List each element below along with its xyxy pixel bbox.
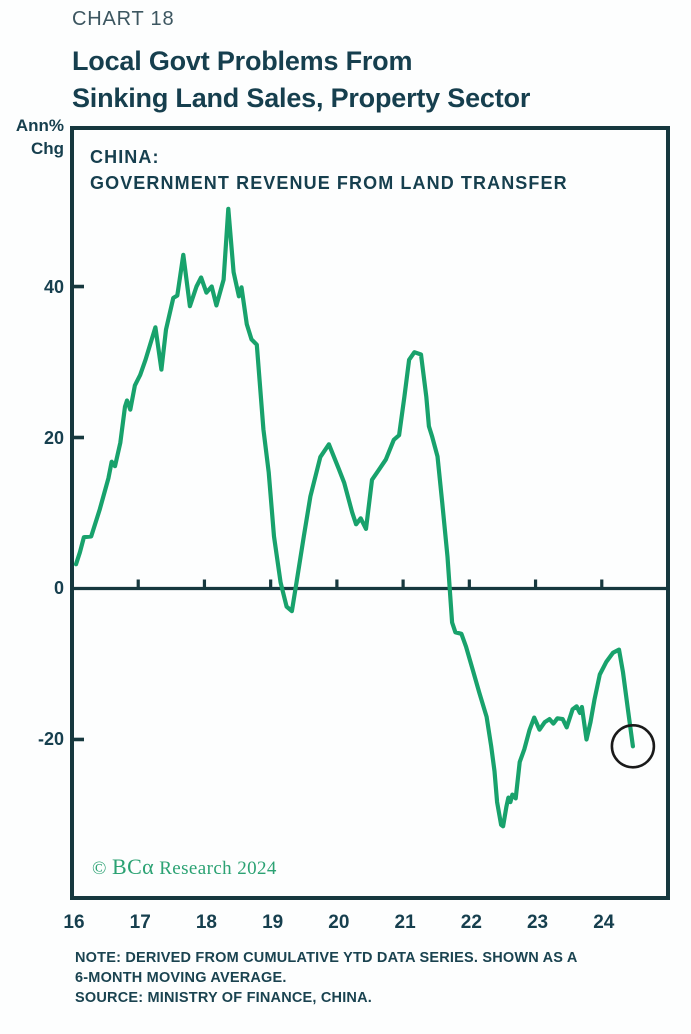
note-line1: NOTE: DERIVED FROM CUMULATIVE YTD DATA S… bbox=[75, 950, 578, 966]
series-label-line1: CHINA: bbox=[90, 147, 160, 167]
copyright-brand: BCα bbox=[112, 854, 155, 879]
note-line2: 6-MONTH MOVING AVERAGE. bbox=[75, 970, 287, 986]
page-title: Local Govt Problems From Sinking Land Sa… bbox=[72, 43, 530, 117]
x-tick-label: 22 bbox=[460, 912, 482, 933]
copyright-symbol: © bbox=[92, 858, 112, 879]
chart-title-line1: Local Govt Problems From bbox=[72, 46, 413, 76]
revenue-line bbox=[73, 206, 636, 829]
chart-title-line2: Sinking Land Sales, Property Sector bbox=[72, 83, 531, 113]
chart-plot-area: CHINA: GOVERNMENT REVENUE FROM LAND TRAN… bbox=[70, 126, 670, 900]
x-tick-label: 24 bbox=[593, 912, 615, 933]
y-axis-unit-line2: Chg bbox=[30, 139, 64, 158]
chart-frame-border bbox=[70, 126, 670, 900]
footnotes: NOTE: DERIVED FROM CUMULATIVE YTD DATA S… bbox=[75, 948, 675, 1008]
x-tick-label: 18 bbox=[195, 912, 218, 933]
series-label: CHINA: GOVERNMENT REVENUE FROM LAND TRAN… bbox=[90, 144, 568, 196]
y-tick-label: 20 bbox=[43, 427, 64, 448]
y-tick-label: 40 bbox=[43, 276, 64, 297]
y-tick-label: 0 bbox=[53, 578, 64, 599]
copyright-rest: Research 2024 bbox=[154, 858, 277, 879]
x-tick-label: 21 bbox=[394, 912, 416, 933]
x-tick-label: 19 bbox=[262, 912, 284, 933]
x-tick-label: 20 bbox=[328, 912, 350, 933]
highlight-circle-annotation bbox=[610, 723, 656, 769]
source-line: SOURCE: MINISTRY OF FINANCE, CHINA. bbox=[75, 990, 373, 1006]
chart-number: CHART 18 bbox=[72, 8, 175, 30]
y-tick-label: -20 bbox=[37, 729, 64, 750]
y-axis-unit-label: Ann% Chg bbox=[16, 114, 64, 160]
x-tick-label: 17 bbox=[129, 912, 151, 933]
series-label-line2: GOVERNMENT REVENUE FROM LAND TRANSFER bbox=[90, 173, 568, 193]
y-axis-unit-line1: Ann% bbox=[15, 116, 64, 135]
x-tick-label: 16 bbox=[63, 912, 85, 933]
line-chart bbox=[70, 126, 670, 900]
copyright-label: © BCα Research 2024 bbox=[92, 854, 277, 880]
chart-header: CHART 18 Local Govt Problems From Sinkin… bbox=[72, 8, 530, 117]
x-tick-label: 23 bbox=[526, 912, 549, 933]
